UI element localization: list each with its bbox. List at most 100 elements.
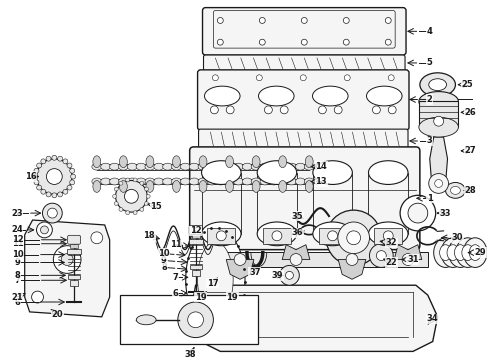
Circle shape <box>63 159 68 164</box>
Text: 37: 37 <box>249 268 261 277</box>
Text: 29: 29 <box>474 248 486 257</box>
Ellipse shape <box>180 163 190 170</box>
Circle shape <box>34 168 39 173</box>
Ellipse shape <box>251 163 261 170</box>
Circle shape <box>318 106 326 114</box>
Ellipse shape <box>295 163 305 170</box>
Ellipse shape <box>145 178 155 185</box>
Ellipse shape <box>243 163 252 170</box>
Ellipse shape <box>92 178 102 185</box>
Circle shape <box>218 18 223 23</box>
Ellipse shape <box>216 178 226 185</box>
Ellipse shape <box>287 163 296 170</box>
Polygon shape <box>68 275 80 279</box>
Text: 19: 19 <box>195 293 206 302</box>
Ellipse shape <box>207 178 217 185</box>
Ellipse shape <box>127 178 137 185</box>
Circle shape <box>67 163 72 168</box>
Text: 7: 7 <box>173 273 179 282</box>
Circle shape <box>46 156 51 161</box>
Ellipse shape <box>224 163 235 170</box>
Ellipse shape <box>448 238 472 267</box>
Circle shape <box>338 222 369 253</box>
Ellipse shape <box>204 86 240 106</box>
Circle shape <box>259 39 265 45</box>
Ellipse shape <box>279 156 287 168</box>
Circle shape <box>212 75 219 81</box>
Text: 38: 38 <box>185 350 196 359</box>
Text: 2: 2 <box>427 95 433 104</box>
Circle shape <box>52 193 57 198</box>
Circle shape <box>434 116 443 126</box>
Ellipse shape <box>172 163 181 170</box>
Circle shape <box>326 210 381 265</box>
Circle shape <box>301 39 307 45</box>
Ellipse shape <box>313 161 352 184</box>
Text: 6: 6 <box>15 297 21 306</box>
Circle shape <box>346 253 358 265</box>
Circle shape <box>33 174 38 179</box>
Ellipse shape <box>419 91 458 111</box>
Ellipse shape <box>368 161 408 184</box>
Ellipse shape <box>313 222 352 246</box>
Ellipse shape <box>136 315 156 325</box>
Ellipse shape <box>120 156 127 168</box>
Ellipse shape <box>269 178 279 185</box>
Circle shape <box>385 18 391 23</box>
Ellipse shape <box>172 178 181 185</box>
Circle shape <box>388 75 394 81</box>
Circle shape <box>52 155 57 160</box>
Circle shape <box>67 185 72 190</box>
Ellipse shape <box>198 163 208 170</box>
Ellipse shape <box>420 73 455 96</box>
Polygon shape <box>67 249 81 253</box>
Ellipse shape <box>304 163 314 170</box>
Ellipse shape <box>447 245 459 261</box>
Ellipse shape <box>199 156 207 168</box>
Circle shape <box>347 231 361 245</box>
Circle shape <box>400 195 436 231</box>
Circle shape <box>119 207 123 211</box>
Ellipse shape <box>445 183 466 198</box>
Circle shape <box>343 18 349 23</box>
Circle shape <box>47 168 62 184</box>
Circle shape <box>286 271 294 279</box>
Ellipse shape <box>456 238 480 267</box>
FancyBboxPatch shape <box>198 129 408 149</box>
Polygon shape <box>191 285 438 351</box>
Circle shape <box>300 75 306 81</box>
Circle shape <box>265 106 272 114</box>
Ellipse shape <box>469 245 481 261</box>
Text: 34: 34 <box>427 314 439 323</box>
Circle shape <box>372 106 380 114</box>
Circle shape <box>48 208 57 218</box>
Text: 18: 18 <box>144 231 155 240</box>
Ellipse shape <box>233 163 244 170</box>
FancyBboxPatch shape <box>190 147 420 249</box>
Circle shape <box>41 159 46 164</box>
Circle shape <box>429 174 448 193</box>
Circle shape <box>218 39 223 45</box>
Circle shape <box>328 231 338 241</box>
Text: 10: 10 <box>158 249 170 258</box>
Circle shape <box>146 194 150 198</box>
Circle shape <box>140 181 144 185</box>
Circle shape <box>114 202 118 206</box>
Text: 27: 27 <box>465 147 476 156</box>
Ellipse shape <box>127 163 137 170</box>
Circle shape <box>37 163 42 168</box>
Circle shape <box>301 18 307 23</box>
Ellipse shape <box>278 163 288 170</box>
Ellipse shape <box>419 117 458 137</box>
Text: 30: 30 <box>452 233 463 242</box>
Circle shape <box>145 187 148 191</box>
Ellipse shape <box>180 178 190 185</box>
Polygon shape <box>282 245 310 260</box>
Text: 24: 24 <box>11 225 23 234</box>
Circle shape <box>369 244 393 267</box>
Circle shape <box>61 253 73 265</box>
Text: 15: 15 <box>150 202 162 211</box>
Ellipse shape <box>269 163 279 170</box>
Polygon shape <box>186 228 245 330</box>
Circle shape <box>178 302 213 338</box>
